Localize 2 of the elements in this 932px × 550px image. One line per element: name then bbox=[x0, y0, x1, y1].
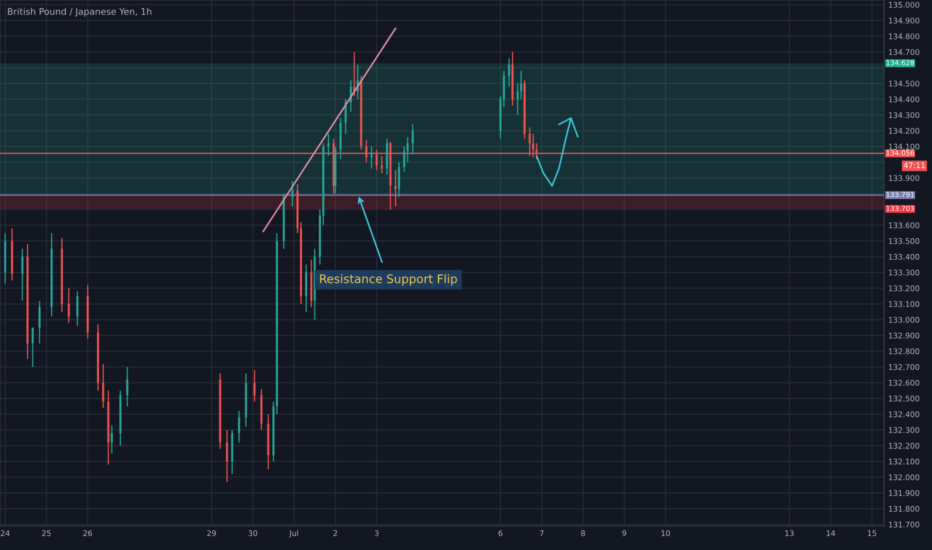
annotation: Resistance Support Flip bbox=[320, 274, 457, 286]
text: British Pound / Japanese Yen, 1h bbox=[8, 8, 152, 17]
